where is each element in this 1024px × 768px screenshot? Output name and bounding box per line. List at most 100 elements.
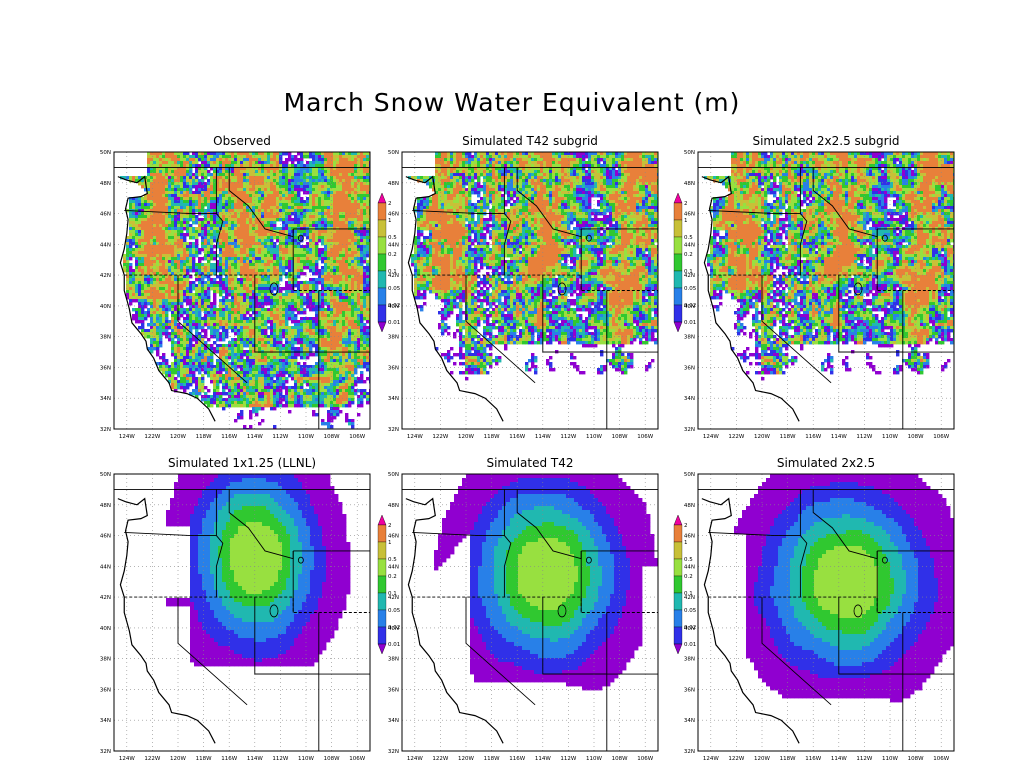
lon-tick-label: 116W [221,756,237,762]
colorbar-arrow-top [377,514,387,526]
lat-tick-label: 34N [388,396,399,402]
lon-tick-label: 114W [247,434,263,440]
lon-tick-label: 122W [728,434,744,440]
lat-tick-label: 32N [100,749,111,755]
state-boundary [177,275,248,384]
colorbar-label: 0.5 [684,235,693,241]
colorbar: 2 1 0.5 0.2 0.1 0.05 0.02 0.01 [377,192,401,333]
lon-tick-label: 110W [298,756,314,762]
lon-tick-label: 122W [728,756,744,762]
lat-tick-label: 50N [388,472,399,478]
state-boundary [708,167,801,215]
map-panel-4: 124W 122W 120W 118W 116W 114W 112W 110W 108W 106W… [100,472,371,762]
lon-tick-label: 112W [560,434,576,440]
lon-tick-label: 108W [324,434,340,440]
lat-tick-label: 44N [388,564,399,570]
colorbar-arrow-bottom [377,321,387,333]
lat-tick-label: 44N [684,242,695,248]
map-panel-6: 124W 122W 120W 118W 116W 114W 112W 110W 108W 106W… [684,472,955,762]
colorbar-label: 0.05 [684,608,697,614]
coastline [405,175,504,422]
lake [585,556,592,564]
colorbar-swatch [377,592,387,611]
colorbar-swatch [673,626,683,645]
lat-tick-label: 40N [684,626,695,632]
colorbar-label: 0.2 [684,574,693,580]
lat-tick-label: 32N [684,427,695,433]
colorbar-arrow-top [673,192,683,204]
lon-tick-label: 118W [196,434,212,440]
colorbar-swatch [673,287,683,306]
lake [557,604,567,618]
lat-tick-label: 36N [388,687,399,693]
lat-tick-label: 32N [388,427,399,433]
lon-tick-label: 116W [805,756,821,762]
lat-tick-label: 42N [100,273,111,279]
state-boundary [215,213,224,276]
lon-tick-label: 106W [349,756,365,762]
panel-border [697,473,955,752]
panel-border [401,151,659,430]
colorbar-swatch [673,219,683,238]
panel-title: Observed [114,134,370,148]
lon-tick-label: 110W [882,434,898,440]
panel-title: Simulated T42 subgrid [402,134,658,148]
lat-tick-label: 42N [684,595,695,601]
lat-tick-label: 44N [100,564,111,570]
map-panel-3: 124W 122W 120W 118W 116W 114W 112W 110W 108W 106W… [684,150,955,440]
lon-tick-label: 114W [535,434,551,440]
lon-tick-label: 106W [637,434,653,440]
colorbar-arrow-bottom [673,321,683,333]
state-boundary [215,535,224,598]
lon-tick-label: 116W [509,756,525,762]
colorbar-label: 1 [388,218,392,224]
colorbar-swatch [377,541,387,560]
colorbar-label: 0.02 [388,625,400,631]
colorbar-label: 0.02 [684,303,696,309]
state-boundary [708,489,801,537]
lat-tick-label: 38N [100,657,111,663]
lat-tick-label: 36N [100,365,111,371]
colorbar-swatch [377,304,387,323]
lat-tick-label: 34N [684,396,695,402]
lat-tick-label: 48N [388,181,399,187]
lake [881,234,888,242]
colorbar-label: 2 [684,523,688,529]
lon-tick-label: 110W [586,434,602,440]
lat-tick-label: 50N [388,150,399,156]
colorbar-label: 0.2 [388,252,397,258]
panel-border [113,151,371,430]
panel-border [113,473,371,752]
lon-tick-label: 124W [703,434,719,440]
lat-tick-label: 48N [684,503,695,509]
colorbar-swatch [673,236,683,255]
colorbar-label: 2 [388,201,392,207]
lat-tick-label: 36N [684,365,695,371]
lon-tick-label: 110W [882,756,898,762]
coastline [117,175,216,422]
lat-tick-label: 48N [388,503,399,509]
colorbar-label: 2 [388,523,392,529]
map-panel-2: 124W 122W 120W 118W 116W 114W 112W 110W 108W 106W… [388,150,659,440]
coastline [701,175,800,422]
lat-tick-label: 38N [388,657,399,663]
lat-tick-label: 50N [684,472,695,478]
colorbar-swatch [673,541,683,560]
lon-tick-label: 120W [458,756,474,762]
colorbar-label: 0.05 [684,286,697,292]
colorbar-label: 0.5 [684,557,693,563]
colorbar-label: 0.1 [684,591,693,597]
state-boundary [503,535,512,598]
state-boundary [412,167,505,215]
colorbar-swatch [673,202,683,221]
colorbar-swatch [673,609,683,628]
state-boundary [124,167,217,215]
lon-tick-label: 122W [144,434,160,440]
state-boundary [799,535,808,598]
lon-tick-label: 108W [908,434,924,440]
lon-tick-label: 110W [586,756,602,762]
colorbar-swatch [673,253,683,272]
lon-tick-label: 112W [856,756,872,762]
colorbar-swatch [377,270,387,289]
map-panel-5: 124W 122W 120W 118W 116W 114W 112W 110W 108W 106W… [388,472,659,762]
